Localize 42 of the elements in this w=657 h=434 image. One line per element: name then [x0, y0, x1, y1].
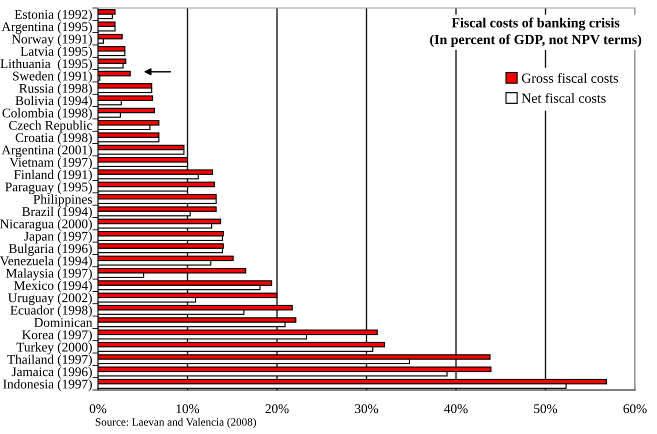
y-tick-label: Jamaica (1996) [12, 366, 92, 379]
y-tick-label: Indonesia (1997) [3, 379, 92, 392]
y-tick-label: Uruguay (2002) [8, 293, 92, 306]
x-tick-label: 40% [444, 404, 468, 414]
y-tick-label: Norway (1991) [12, 34, 92, 46]
y-tick-label: Argentina (2001) [2, 145, 92, 158]
y-tick-label: Sweden (1991) [13, 71, 92, 84]
y-tick-label: Paraguay (1995) [5, 182, 92, 194]
x-tick-label: 0% [90, 404, 106, 414]
x-tick-label: 20% [265, 404, 289, 414]
y-tick-label: Nicaragua (2000) [0, 219, 92, 232]
y-tick-label: Argentina (1995) [2, 22, 92, 34]
y-tick-label: Dominican [34, 318, 92, 327]
y-tick-label: Russia (1998) [19, 84, 92, 96]
y-tick-label: Ecuador (1998) [10, 305, 92, 318]
y-tick-label: Colombia (1998) [2, 108, 92, 120]
y-tick-label: Mexico (1994) [14, 280, 92, 293]
y-tick-label: Brazil (1994) [22, 206, 92, 219]
y-tick-label: Bolivia (1994) [16, 96, 92, 108]
y-tick-label: Venezuela (1994) [0, 256, 92, 268]
y-tick-label: Thailand (1997) [7, 354, 92, 367]
y-tick-label: Czech Republic [9, 120, 92, 132]
y-tick-label: Vietnam (1997) [9, 157, 92, 170]
y-tick-label: Croatia (1998) [16, 132, 92, 145]
text: Fiscal costs of banking crisis (In percent of GDP, not NPV terms) [430, 18, 642, 48]
y-tick-label: Turkey (2000) [16, 342, 92, 354]
y-tick-label: Philippines [33, 194, 92, 206]
y-tick-label: Bulgaria (1996) [8, 244, 92, 256]
y-tick-label: Latvia (1995) [20, 46, 92, 59]
legend-label: Gross fiscal costs [522, 72, 618, 83]
source-note: Source: Laevan and Valencia (2008) [96, 418, 256, 428]
y-tick-label: Korea (1997) [22, 330, 92, 342]
legend-label: Net fiscal costs [522, 92, 606, 103]
y-tick-label: Japan (1997) [24, 231, 92, 244]
x-tick-label: 10% [176, 404, 200, 414]
x-tick-label: 30% [355, 404, 378, 414]
y-tick-label: Estonia (1992) [14, 10, 92, 22]
y-tick-label: Malaysia (1997) [6, 268, 92, 280]
x-tick-label: 50% [534, 404, 558, 414]
y-tick-label: Lithuania (1995) [0, 58, 92, 71]
x-tick-label: 60% [623, 404, 647, 414]
y-tick-label: Finland (1991) [14, 170, 92, 182]
